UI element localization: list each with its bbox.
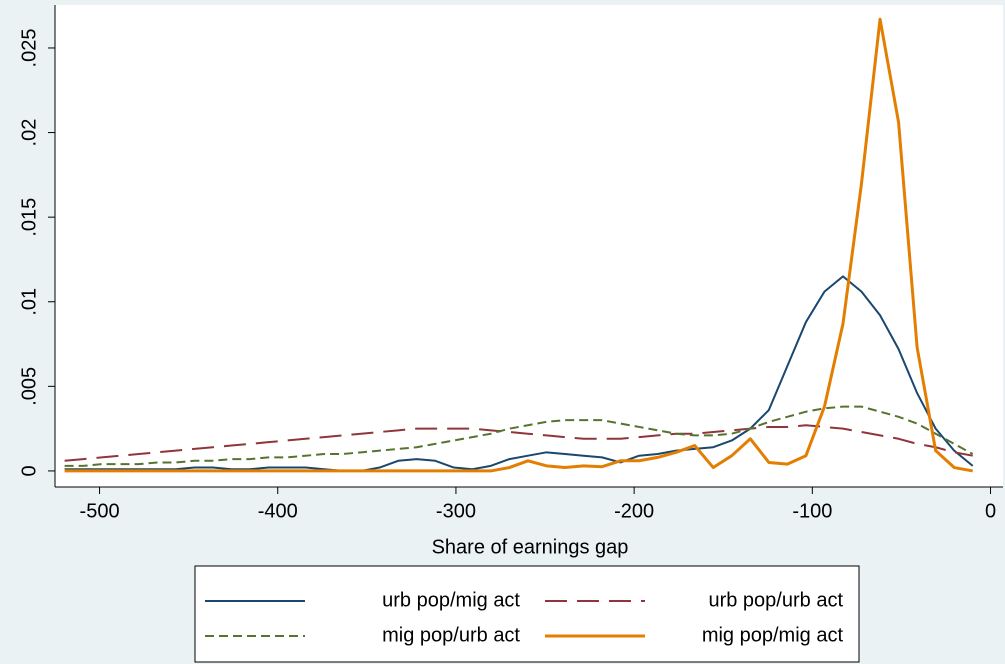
x-tick-label: -100 — [792, 500, 832, 522]
y-tick-label: .025 — [18, 29, 40, 68]
y-tick-label: 0 — [18, 465, 40, 476]
x-tick-label: -500 — [80, 500, 120, 522]
line-series — [64, 405, 974, 467]
legend-label: urb pop/mig act — [382, 589, 520, 611]
legend-label: mig pop/urb act — [382, 624, 520, 646]
x-tick-label: 0 — [985, 500, 996, 522]
legend-label: mig pop/mig act — [702, 624, 844, 646]
x-tick-label: -400 — [258, 500, 298, 522]
x-tick-label: -200 — [614, 500, 654, 522]
y-tick-label: .005 — [18, 367, 40, 406]
line-series — [64, 17, 973, 473]
y-tick-label: .02 — [18, 119, 40, 147]
x-axis-label: Share of earnings gap — [432, 536, 629, 558]
line-series — [64, 275, 974, 472]
y-tick-label: .01 — [18, 288, 40, 316]
plot-area — [55, 5, 1003, 487]
legend-box — [194, 565, 860, 663]
x-tick-label: -300 — [436, 500, 476, 522]
y-tick-label: .015 — [18, 198, 40, 237]
line-series — [64, 424, 973, 462]
legend-label: urb pop/urb act — [708, 589, 843, 611]
